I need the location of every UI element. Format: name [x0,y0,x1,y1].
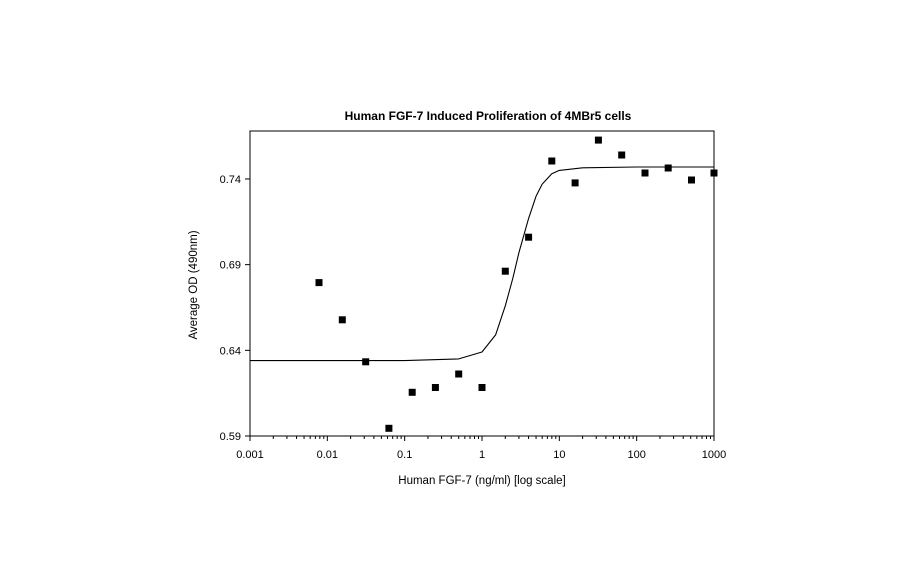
data-point-8 [501,267,509,275]
y-tick-label-1: 0.64 [220,345,241,357]
data-point-12 [594,136,602,144]
data-point-13 [618,151,626,159]
data-point-15 [664,164,672,172]
x-tick-label-4: 10 [553,449,565,461]
y-axis-title: Average OD (490nm) [188,230,200,339]
data-point-3 [385,424,393,432]
y-tick-label-2: 0.69 [220,260,241,272]
y-tick-label-0: 0.59 [220,431,241,443]
data-point-7 [478,384,486,391]
chart-title: Human FGF-7 Induced Proliferation of 4MB… [345,109,632,123]
data-point-17 [710,169,718,177]
data-point-11 [571,179,579,187]
fitted-curve-layer [250,166,714,362]
x-tick-label-0: 0.001 [236,449,264,461]
data-points-layer [315,136,718,432]
x-tick-label-1: 0.01 [317,449,338,461]
fitted-curve [250,166,714,362]
data-point-2 [362,358,370,366]
data-point-6 [455,370,463,378]
data-point-5 [431,384,439,391]
x-axis-title: Human FGF-7 (ng/ml) [log scale] [398,475,565,487]
data-point-10 [548,157,556,165]
x-axis-ticks: 0.001 0.01 0.1 1 10 100 1000 [236,436,726,461]
y-axis-ticks: 0.59 0.64 0.69 0.74 [220,174,250,443]
x-tick-label-6: 1000 [702,449,726,461]
x-tick-label-3: 1 [479,449,485,461]
data-point-1 [338,316,346,324]
data-point-0 [315,279,323,287]
data-point-9 [525,233,533,241]
data-point-4 [408,388,416,396]
x-tick-label-5: 100 [627,449,645,461]
y-tick-label-3: 0.74 [220,174,241,186]
data-point-16 [688,176,695,184]
data-point-14 [641,169,649,177]
x-tick-label-2: 0.1 [397,449,412,461]
